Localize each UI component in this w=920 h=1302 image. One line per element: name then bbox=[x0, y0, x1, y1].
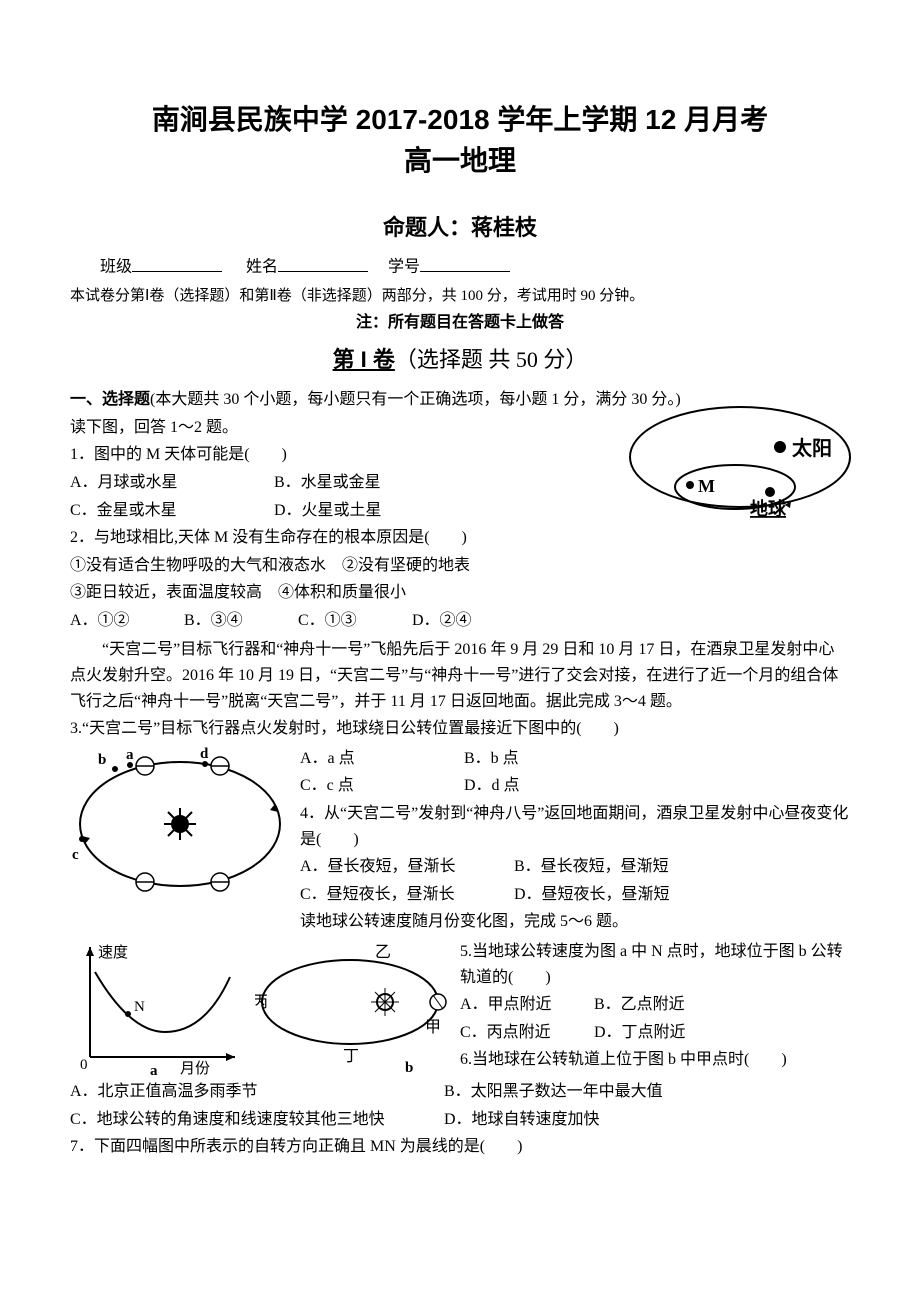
q3-D: D．d 点 bbox=[464, 773, 624, 799]
svg-text:月份: 月份 bbox=[180, 1060, 210, 1077]
q1-C: C．金星或木星 bbox=[70, 498, 270, 524]
q3-B: B．b 点 bbox=[464, 746, 624, 772]
q2-A: A．①② bbox=[70, 608, 180, 634]
q4-B: B．昼长夜短，昼渐短 bbox=[514, 854, 669, 880]
q7-stem: 7．下面四幅图中所表示的自转方向正确且 MN 为晨线的是( ) bbox=[70, 1134, 850, 1160]
exam-note: 注：所有题目在答题卡上做答 bbox=[70, 310, 850, 336]
q2-cond1: ①没有适合生物呼吸的大气和液态水 ②没有坚硬的地表 bbox=[70, 553, 850, 579]
fig1-sun-label: 太阳 bbox=[792, 437, 832, 460]
svg-text:甲: 甲 bbox=[425, 1019, 441, 1036]
svg-text:速度: 速度 bbox=[98, 944, 128, 961]
q3-C: C．c 点 bbox=[300, 773, 460, 799]
figure-speed-month: N 速度 月份 0 a bbox=[70, 937, 245, 1077]
title-line2: 高一地理 bbox=[70, 139, 850, 184]
figure-orbit-b: 乙 丙 甲 丁 b bbox=[255, 937, 450, 1077]
svg-text:a: a bbox=[126, 747, 134, 763]
exam-desc: 本试卷分第Ⅰ卷（选择题）和第Ⅱ卷（非选择题）两部分，共 100 分，考试用时 9… bbox=[70, 284, 850, 308]
svg-text:乙: 乙 bbox=[375, 944, 391, 961]
q1-B: B．水星或金星 bbox=[274, 470, 474, 496]
q6-row2: C．地球公转的角速度和线速度较其他三地快 D．地球自转速度加快 bbox=[70, 1107, 850, 1133]
q4-A: A．昼长夜短，昼渐长 bbox=[300, 854, 510, 880]
id-blank[interactable] bbox=[420, 253, 510, 272]
class-label: 班级 bbox=[100, 259, 132, 276]
q1-A: A．月球或水星 bbox=[70, 470, 270, 496]
q2-options: A．①② B．③④ C．①③ D．②④ bbox=[70, 608, 850, 634]
q3-A: A．a 点 bbox=[300, 746, 460, 772]
q4-C: C．昼短夜长，昼渐长 bbox=[300, 882, 510, 908]
q6-stem: 6.当地球在公转轨道上位于图 b 中甲点时( ) bbox=[460, 1047, 850, 1073]
q6-A: A．北京正值高温多雨季节 bbox=[70, 1079, 440, 1105]
svg-text:b: b bbox=[98, 752, 106, 768]
q6-C: C．地球公转的角速度和线速度较其他三地快 bbox=[70, 1107, 440, 1133]
passage-1: “天宫二号”目标飞行器和“神舟十一号”飞船先后于 2016 年 9 月 29 日… bbox=[70, 637, 850, 714]
title-line1: 南涧县民族中学 2017-2018 学年上学期 12 月月考 bbox=[70, 100, 850, 139]
svg-text:c: c bbox=[72, 847, 79, 863]
class-blank[interactable] bbox=[132, 253, 222, 272]
q5-A: A．甲点附近 bbox=[460, 992, 590, 1018]
svg-text:a: a bbox=[150, 1063, 158, 1077]
q3-stem: 3.“天宫二号”目标飞行器点火发射时，地球绕日公转位置最接近下图中的( ) bbox=[70, 716, 850, 742]
q5-stem: 5.当地球公转速度为图 a 中 N 点时，地球位于图 b 公转轨道的( ) bbox=[460, 939, 850, 990]
section-header: 第 I 卷（选择题 共 50 分） bbox=[70, 342, 850, 377]
section-paren: （选择题 共 50 分） bbox=[395, 347, 588, 372]
name-label: 姓名 bbox=[246, 259, 278, 276]
q1-D: D．火星或土星 bbox=[274, 498, 474, 524]
read-prompt-2: 读地球公转速度随月份变化图，完成 5～6 题。 bbox=[300, 909, 850, 935]
instr-bold: 一、选择题 bbox=[70, 391, 150, 408]
q4-D: D．昼短夜长，昼渐短 bbox=[514, 882, 670, 908]
q2-D: D．②④ bbox=[412, 608, 522, 634]
figure-sun-earth-m: 太阳 地球 M bbox=[620, 397, 860, 547]
q6-row1: A．北京正值高温多雨季节 B．太阳黑子数达一年中最大值 bbox=[70, 1079, 850, 1105]
svg-text:N: N bbox=[134, 999, 145, 1015]
q5-B: B．乙点附近 bbox=[594, 992, 685, 1018]
id-label: 学号 bbox=[388, 259, 420, 276]
q2-B: B．③④ bbox=[184, 608, 294, 634]
q4-stem: 4．从“天宫二号”发射到“神舟八号”返回地面期间，酒泉卫星发射中心昼夜变化是( … bbox=[300, 801, 850, 852]
svg-text:b: b bbox=[405, 1060, 413, 1076]
svg-text:0: 0 bbox=[80, 1057, 88, 1073]
fig1-m-label: M bbox=[698, 476, 715, 496]
q2-C: C．①③ bbox=[298, 608, 408, 634]
author: 命题人：蒋桂枝 bbox=[70, 210, 850, 245]
fig1-earth-label: 地球 bbox=[750, 498, 787, 519]
q5-D: D．丁点附近 bbox=[594, 1020, 686, 1046]
q5-C: C．丙点附近 bbox=[460, 1020, 590, 1046]
q6-D: D．地球自转速度加快 bbox=[444, 1107, 600, 1133]
svg-text:丙: 丙 bbox=[255, 994, 268, 1011]
student-info-row: 班级 姓名 学号 bbox=[70, 253, 850, 280]
svg-text:丁: 丁 bbox=[343, 1048, 359, 1065]
name-blank[interactable] bbox=[278, 253, 368, 272]
section-label: 第 I 卷 bbox=[333, 347, 395, 372]
svg-text:d: d bbox=[200, 746, 209, 762]
figure-orbit-abcd: b a d c bbox=[70, 744, 290, 899]
q2-cond2: ③距日较近，表面温度较高 ④体积和质量很小 bbox=[70, 580, 850, 606]
instr-rest: (本大题共 30 个小题，每小题只有一个正确选项，每小题 1 分，满分 30 分… bbox=[150, 391, 681, 408]
q6-B: B．太阳黑子数达一年中最大值 bbox=[444, 1079, 663, 1105]
